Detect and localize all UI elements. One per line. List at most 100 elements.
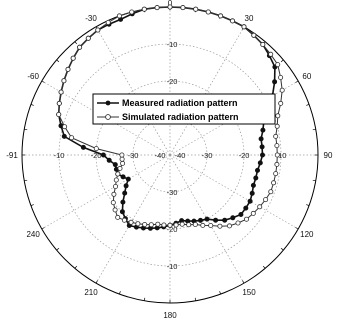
legend-simulated-marker [105,114,111,120]
ring-labels: -40-40-30-30-30-30-20-20-20-20-10-10-10-… [54,40,287,271]
ring-label-right-3: -10 [276,151,287,160]
measured-point-44 [119,209,125,215]
measured-point-29 [213,217,219,223]
measured-point-24 [247,198,253,204]
grid-ring-3 [58,43,282,267]
simulated-point-12 [279,87,285,93]
legend-simulated-label: Simulated radiation pattern [122,112,239,122]
outer-tick-310 [56,59,60,63]
simulated-point-34 [179,221,185,227]
outer-tick-320 [74,41,78,45]
simulated-point-49 [113,177,119,183]
angle-label-4: 120 [300,230,314,239]
grid-spoke-4 [169,154,299,230]
simulated-point-2 [193,6,199,12]
outer-tick-300 [41,80,45,83]
ring-label-left-3: -10 [54,151,65,160]
outer-tick-240 [41,227,45,230]
simulated-point-42 [128,219,134,225]
angle-label-3: 90 [324,151,333,160]
simulated-point-51 [117,165,123,171]
ring-label-left-2: -20 [91,151,102,160]
simulated-point-68 [116,13,122,19]
outer-tick-230 [56,247,60,251]
measured-point-31 [197,217,203,223]
legend: Measured radiation pattern Simulated rad… [92,93,276,125]
measured-point-55 [80,144,86,150]
polar-grid [21,6,319,304]
simulated-point-5 [229,18,235,24]
measured-point-56 [61,133,67,139]
measured-point-47 [123,183,129,189]
simulated-point-46 [110,200,116,206]
outer-tick-260 [24,179,28,182]
legend-measured-marker [105,100,111,106]
simulated-point-23 [263,197,269,203]
simulated-point-13 [278,100,284,106]
outer-tick-280 [24,128,28,131]
angle-label-11: -30 [85,14,97,23]
simulated-point-4 [218,13,224,19]
simulated-point-19 [274,161,280,167]
measured-point-17 [259,144,265,150]
simulated-point-3 [205,9,211,15]
simulated-point-66 [95,27,101,33]
outer-tick-130 [280,247,284,251]
simulated-point-35 [173,222,179,228]
ring-label-bottom-2: -20 [167,225,178,234]
angle-label-8: 240 [26,230,40,239]
simulated-point-28 [226,223,232,229]
outer-tick-140 [262,265,266,269]
angle-label-9: -91 [6,151,18,160]
simulated-point-63 [70,55,76,61]
grid-ring-1 [132,117,208,193]
simulated-point-62 [65,66,71,72]
simulated-point-0 [167,4,173,10]
simulated-point-37 [161,222,167,228]
simulated-point-7 [251,32,257,38]
measured-point-22 [250,182,256,188]
outer-tick-50 [280,59,284,63]
simulated-point-33 [186,222,192,228]
simulated-point-67 [105,19,111,25]
measured-point-49 [120,174,126,180]
simulated-point-29 [217,223,223,229]
measured-point-21 [253,175,259,181]
simulated-point-56 [69,135,75,141]
measured-point-25 [243,205,249,211]
measured-point-20 [254,167,260,173]
simulated-point-31 [200,222,206,228]
simulated-point-69 [129,9,135,15]
simulated-point-53 [119,156,125,162]
outer-tick-100 [312,179,316,182]
measured-point-27 [230,215,236,221]
angle-label-0: 0 [168,0,173,8]
outer-tick-120 [295,227,299,230]
outer-tick-190 [143,297,146,301]
simulated-point-38 [155,221,161,227]
simulated-point-10 [275,62,281,68]
ring-label-bottom-1: -30 [167,188,178,197]
measured-point-18 [259,152,265,158]
grid-spoke-1 [169,26,245,156]
simulated-point-59 [56,100,62,106]
measured-point-28 [222,217,228,223]
simulated-point-20 [273,171,279,177]
simulated-point-15 [274,123,280,129]
outer-tick-80 [312,128,316,131]
simulated-point-44 [115,214,121,220]
angle-label-7: 210 [84,288,98,297]
ring-label-bottom-3: -10 [167,262,178,271]
measured-point-19 [257,160,263,166]
simulated-point-32 [192,221,198,227]
outer-tick-110 [306,204,310,206]
ring-label-top-3: -10 [167,40,178,49]
outer-tick-60 [295,80,299,83]
ring-label-left-1: -30 [128,151,139,160]
outer-tick-200 [119,291,121,295]
measured-point-11 [272,79,278,85]
simulated-point-50 [115,171,121,177]
simulated-point-45 [112,207,118,213]
simulated-point-8 [260,42,266,48]
